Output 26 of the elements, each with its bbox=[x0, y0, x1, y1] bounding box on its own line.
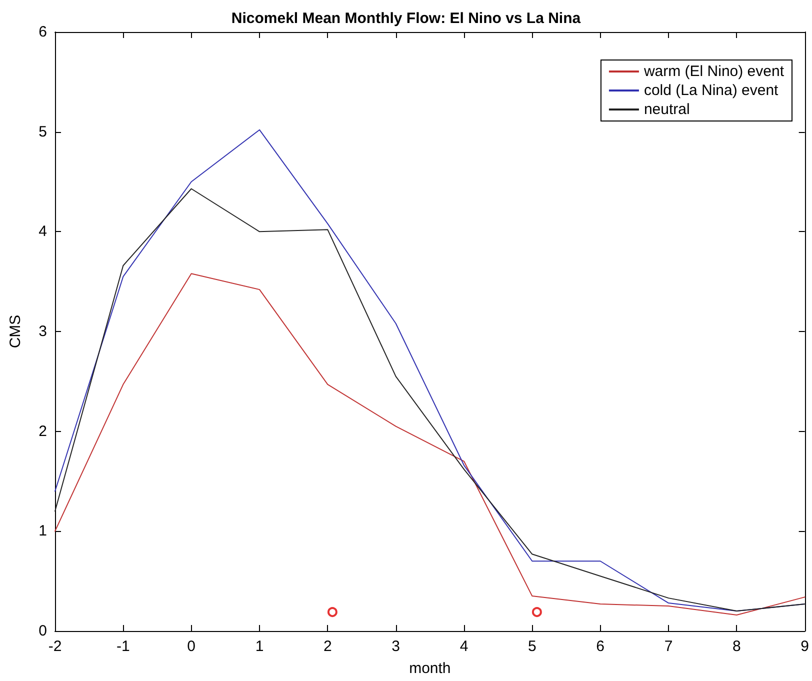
y-axis-title: CMS bbox=[7, 314, 24, 348]
chart-title: Nicomekl Mean Monthly Flow: El Nino vs La Nina bbox=[231, 10, 582, 27]
x-axis-title: month bbox=[409, 660, 451, 677]
legend-label: warm (El Nino) event bbox=[642, 63, 785, 80]
x-tick-label: 7 bbox=[664, 638, 673, 655]
legend-label: cold (La Nina) event bbox=[644, 82, 780, 99]
y-tick-label: 0 bbox=[38, 622, 47, 640]
y-tick-label: 6 bbox=[38, 24, 47, 40]
x-tick-label: 3 bbox=[392, 638, 400, 655]
x-tick-label: 1 bbox=[255, 638, 264, 655]
x-tick-label: -1 bbox=[116, 638, 130, 655]
legend-label: neutral bbox=[644, 101, 690, 118]
x-tick-label: 8 bbox=[732, 638, 741, 655]
y-tick-label: 2 bbox=[38, 422, 47, 440]
y-tick-label: 1 bbox=[38, 522, 47, 540]
x-tick-label: 0 bbox=[187, 638, 196, 655]
x-tick-label: 4 bbox=[460, 638, 468, 655]
x-tick-label: 5 bbox=[528, 638, 536, 655]
line-series bbox=[54, 273, 806, 616]
y-tick-label: 4 bbox=[38, 223, 47, 240]
y-tick-label: 5 bbox=[38, 123, 47, 140]
x-tick-label: 6 bbox=[596, 638, 604, 655]
x-tick-label: -2 bbox=[48, 638, 62, 655]
y-tick-label: 3 bbox=[38, 323, 47, 340]
x-tick-label: 9 bbox=[800, 638, 809, 655]
x-tick-label: 2 bbox=[323, 638, 332, 655]
